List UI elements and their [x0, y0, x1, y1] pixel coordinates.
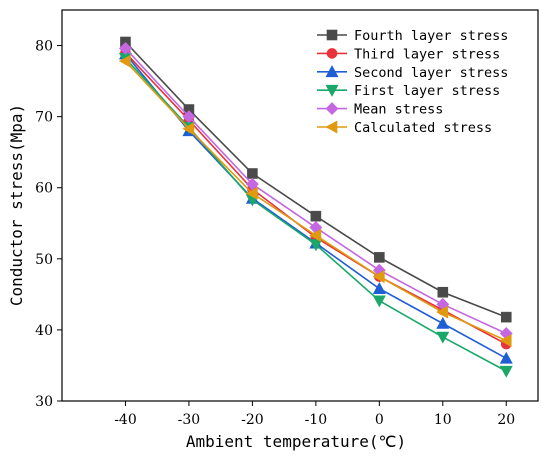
y-tick-label: 70	[35, 110, 53, 126]
legend-label: Fourth layer stress	[354, 28, 508, 44]
legend-item: First layer stress	[317, 83, 500, 99]
legend-marker	[325, 102, 339, 116]
data-point	[372, 295, 386, 308]
series-6	[118, 54, 512, 348]
x-tick-label: 20	[497, 412, 515, 428]
legend-marker	[325, 65, 339, 78]
series-layer	[118, 36, 513, 378]
data-point	[118, 54, 131, 68]
data-point	[372, 282, 386, 294]
legend-label: Second layer stress	[354, 65, 508, 81]
legend-item: Calculated stress	[317, 120, 492, 136]
data-point	[436, 331, 450, 344]
x-axis-title: Ambient temperature(℃)	[186, 432, 406, 451]
data-point	[499, 334, 512, 348]
data-point	[309, 228, 322, 242]
x-tick-label: -20	[241, 412, 264, 428]
x-tick-label: 0	[375, 412, 384, 428]
data-point	[309, 239, 323, 252]
legend-marker	[326, 29, 338, 41]
data-point	[436, 305, 449, 319]
data-point	[119, 41, 132, 55]
data-point	[437, 286, 449, 298]
legend-label: Mean stress	[354, 102, 443, 118]
legend-label: Calculated stress	[354, 120, 492, 136]
legend: Fourth layer stress Third layer stress Sec…	[317, 28, 508, 136]
y-tick-label: 50	[35, 252, 53, 268]
data-point	[310, 210, 322, 222]
legend-marker	[325, 120, 338, 134]
y-tick-label: 60	[35, 181, 53, 197]
data-point	[247, 168, 258, 179]
y-tick-label: 40	[35, 323, 53, 339]
legend-label: First layer stress	[354, 83, 500, 99]
data-point	[499, 351, 513, 364]
legend-item: Fourth layer stress	[317, 28, 508, 44]
legend-marker	[326, 48, 338, 59]
y-tick-label: 30	[35, 394, 53, 410]
series-5	[119, 41, 513, 340]
x-tick-label: -10	[305, 412, 328, 428]
data-point	[372, 270, 385, 284]
data-point	[182, 122, 195, 136]
data-point	[182, 110, 196, 124]
legend-marker	[325, 84, 339, 97]
legend-item: Mean stress	[317, 102, 443, 118]
data-point	[374, 252, 385, 263]
legend-item: Third layer stress	[317, 46, 500, 62]
plot-frame	[61, 9, 539, 402]
data-point	[499, 365, 513, 378]
x-tick-label: 10	[434, 412, 452, 428]
data-point	[500, 311, 512, 323]
x-tick-label: -30	[178, 412, 201, 428]
legend-item: Second layer stress	[317, 65, 508, 81]
y-axis-title: Conductor stress(Mpa)	[7, 104, 26, 306]
data-point	[245, 186, 258, 200]
data-point	[436, 316, 450, 329]
y-tick-label: 80	[35, 39, 53, 55]
axis-ticks: -40 -30 -20 -10 0 10 20 30 40 50 60 70 80	[35, 39, 515, 428]
legend-label: Third layer stress	[354, 46, 500, 62]
x-tick-label: -40	[114, 412, 137, 428]
